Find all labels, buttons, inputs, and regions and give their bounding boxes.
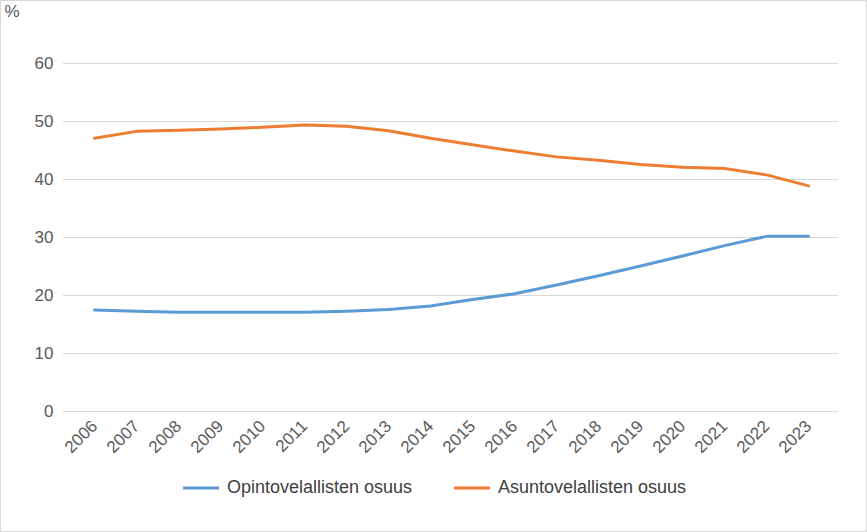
svg-text:20: 20 (35, 286, 54, 305)
svg-text:60: 60 (35, 54, 54, 73)
svg-text:2023: 2023 (775, 417, 815, 457)
svg-text:0: 0 (44, 402, 53, 421)
svg-text:10: 10 (35, 344, 54, 363)
svg-text:2008: 2008 (145, 417, 185, 457)
svg-text:2017: 2017 (523, 417, 563, 457)
svg-text:2011: 2011 (272, 417, 311, 456)
svg-text:2019: 2019 (607, 417, 647, 457)
svg-text:40: 40 (35, 170, 54, 189)
svg-text:50: 50 (35, 112, 54, 131)
svg-text:2014: 2014 (397, 417, 437, 457)
svg-text:2020: 2020 (649, 417, 689, 457)
svg-text:2013: 2013 (355, 417, 395, 457)
svg-text:2006: 2006 (61, 417, 101, 457)
svg-text:2018: 2018 (565, 417, 605, 457)
svg-text:2015: 2015 (439, 417, 479, 457)
svg-text:%: % (5, 2, 20, 21)
svg-text:2022: 2022 (733, 417, 773, 457)
svg-text:30: 30 (35, 228, 54, 247)
svg-text:2021: 2021 (691, 417, 731, 457)
svg-text:2010: 2010 (229, 417, 269, 457)
svg-text:2016: 2016 (481, 417, 521, 457)
html-text:Opintovelallisten osuus: Opintovelallisten osuus (226, 477, 412, 497)
html-text:Asuntovelallisten osuus: Asuntovelallisten osuus (498, 477, 687, 497)
svg-text:2012: 2012 (313, 417, 353, 457)
svg-text:2009: 2009 (187, 417, 227, 457)
svg-text:2007: 2007 (103, 417, 143, 457)
